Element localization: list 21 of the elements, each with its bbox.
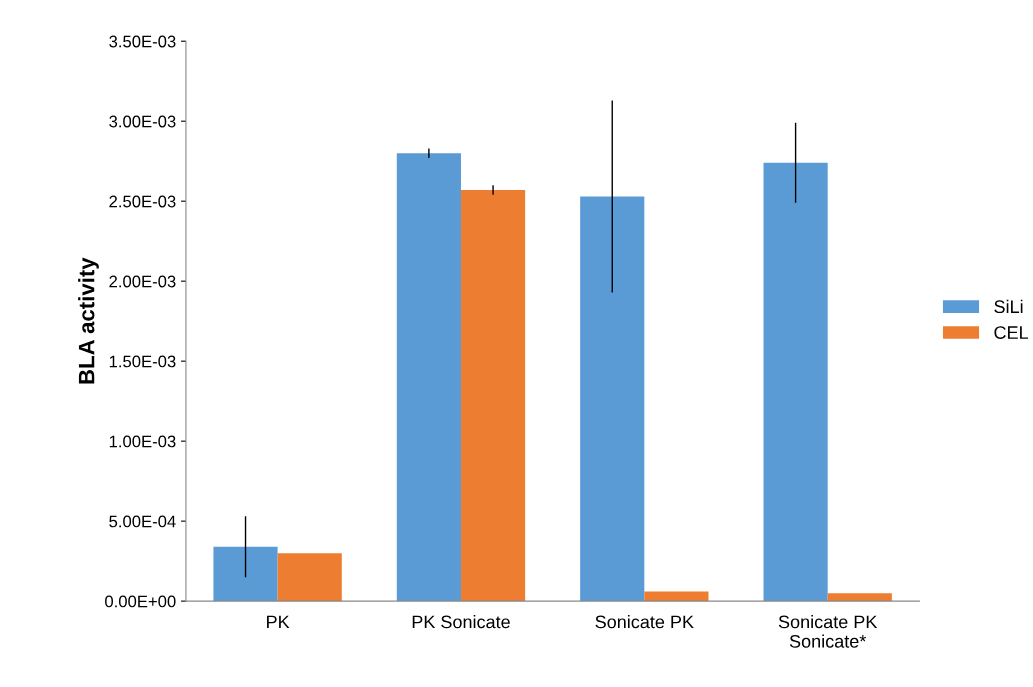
bar <box>396 153 461 602</box>
bar <box>213 546 278 602</box>
y-tick-label: 3.00E-03 <box>109 115 176 128</box>
y-tick-label: 2.00E-03 <box>109 275 176 288</box>
y-axis-title: BLA activity <box>78 257 99 384</box>
y-tick-label: 3.50E-03 <box>109 35 176 48</box>
bar <box>460 189 526 602</box>
x-tick-label: Sonicate PK Sonicate* <box>778 615 878 648</box>
x-tick-label: PK <box>267 615 290 629</box>
bar <box>763 162 828 602</box>
y-tick-label: 0.00E+00 <box>105 595 176 608</box>
y-tick-label: 2.50E-03 <box>109 195 176 208</box>
legend-label: CEL <box>994 326 1029 339</box>
x-tick-label: Sonicate PK <box>595 615 694 629</box>
y-tick-label: 5.00E-04 <box>109 515 176 528</box>
bar <box>277 553 342 602</box>
legend-label: SiLi <box>994 299 1023 314</box>
y-tick-label: 1.50E-03 <box>109 355 176 368</box>
x-tick-label: PK Sonicate <box>412 615 510 629</box>
bar <box>580 196 645 602</box>
y-tick-label: 1.00E-03 <box>109 435 176 448</box>
